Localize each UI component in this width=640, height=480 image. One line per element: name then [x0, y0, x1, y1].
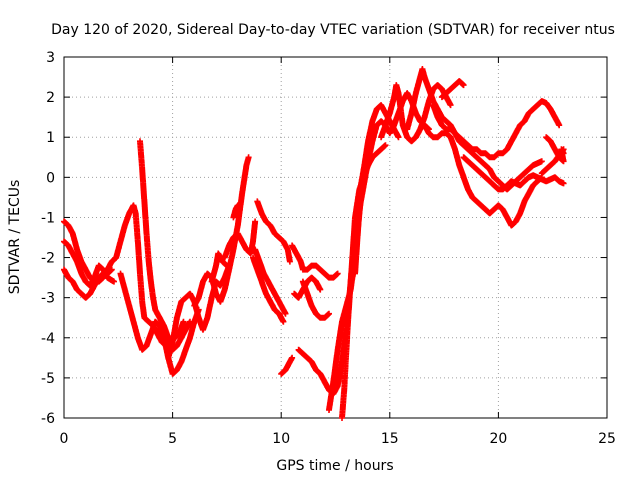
series-trace-10	[221, 218, 259, 261]
plus-markers	[352, 90, 432, 277]
plus-markers	[254, 198, 293, 265]
chart-title: Day 120 of 2020, Sidereal Day-to-day VTE…	[51, 22, 615, 38]
series-trace-5	[117, 270, 202, 377]
plus-markers	[538, 146, 567, 177]
plus-markers	[278, 354, 296, 377]
series-trace-16	[289, 242, 341, 281]
y-tick-label: -1	[41, 210, 55, 226]
y-tick-label: -4	[41, 331, 55, 347]
y-tick-label: -5	[41, 371, 55, 387]
series-trace-15	[278, 354, 296, 377]
series-trace-3	[61, 238, 117, 289]
y-axis-ticks: -6 -5 -4 -3 -2 -1 0 1 2 3	[41, 50, 607, 427]
y-tick-label: -2	[41, 251, 55, 267]
series-trace-28	[460, 154, 567, 193]
x-tick-label: 5	[168, 431, 177, 447]
series-trace-24	[404, 66, 545, 193]
x-tick-label: 25	[598, 431, 616, 447]
y-tick-label: 3	[46, 50, 55, 66]
plus-markers	[289, 242, 341, 281]
series-trace-27	[438, 78, 467, 101]
series-trace-25	[421, 122, 545, 229]
plus-markers	[250, 254, 287, 325]
y-tick-label: 1	[46, 130, 55, 146]
series-trace-22	[352, 90, 432, 277]
series-trace-18	[299, 278, 332, 321]
plus-markers	[230, 202, 243, 221]
series-trace-11	[230, 202, 243, 221]
series-trace-9	[208, 250, 230, 285]
plus-markers	[404, 66, 545, 193]
plus-markers	[460, 154, 567, 193]
x-axis-label: GPS time / hours	[276, 458, 393, 474]
plus-markers	[117, 270, 202, 377]
series-trace-12	[250, 254, 287, 325]
x-tick-label: 20	[489, 431, 507, 447]
x-tick-label: 10	[272, 431, 290, 447]
y-tick-label: -3	[41, 291, 55, 307]
data-points	[61, 66, 567, 421]
y-tick-label: -6	[41, 411, 55, 427]
plus-markers	[61, 238, 117, 289]
series-trace-30	[538, 146, 567, 177]
plus-markers	[438, 78, 467, 101]
y-tick-label: 0	[46, 170, 55, 186]
y-axis-label: SDTVAR / TECUs	[7, 180, 23, 295]
series-trace-14	[254, 198, 293, 265]
series-trace-26	[430, 98, 563, 161]
plus-markers	[252, 246, 289, 317]
plus-markers	[299, 278, 332, 321]
x-tick-label: 0	[60, 431, 69, 447]
plus-markers	[208, 250, 230, 285]
y-tick-label: 2	[46, 90, 55, 106]
plus-markers	[430, 98, 563, 161]
plus-markers	[421, 122, 545, 229]
plot-frame	[63, 56, 608, 419]
x-tick-label: 15	[381, 431, 399, 447]
plus-markers	[221, 218, 259, 261]
x-axis-ticks: 0 5 10 15 20 25	[60, 57, 616, 447]
series-trace-13	[252, 246, 289, 317]
